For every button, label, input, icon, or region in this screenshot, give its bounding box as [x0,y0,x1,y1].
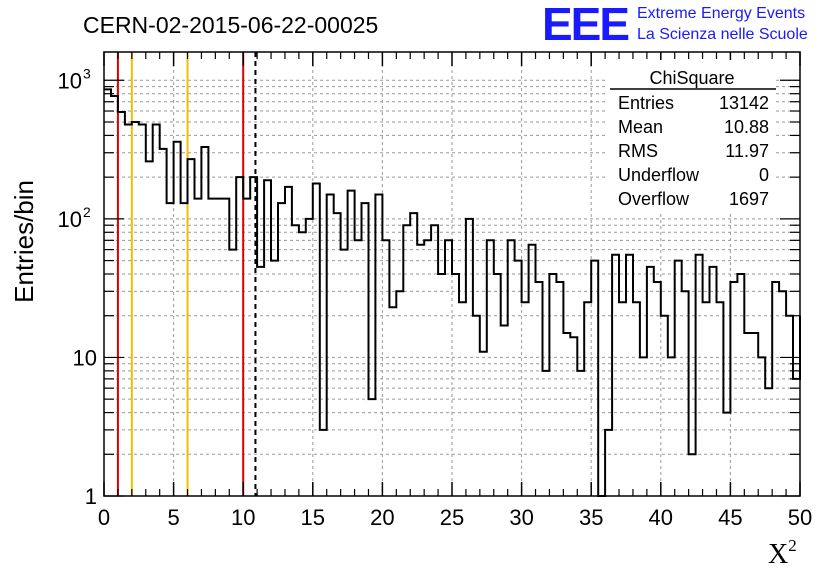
eee-logo: EEE Extreme Energy Events La Scienza nel… [542,0,808,50]
x-axis-title: X2 [768,536,797,570]
stats-value-overflow: 1697 [729,189,769,209]
chart-title: CERN-02-2015-06-22-00025 [83,12,378,38]
x-tick-label: 40 [649,505,673,530]
x-tick-label: 35 [579,505,603,530]
y-tick-exponent: 3 [83,65,91,81]
stats-label-mean: Mean [618,117,663,137]
x-tick-label: 30 [509,505,533,530]
x-tick-label: 15 [301,505,325,530]
x-tick-label: 20 [370,505,394,530]
y-tick-label: 10 [58,207,82,232]
y-tick-label: 1 [85,484,97,509]
x-tick-label: 50 [788,505,812,530]
stats-box: ChiSquare Entries 13142 Mean 10.88 RMS 1… [608,60,776,212]
y-axis-title: Entries/bin [9,180,39,303]
stats-value-rms: 11.97 [725,141,769,161]
x-tick-label: 5 [167,505,179,530]
logo-line-1: Extreme Energy Events [637,5,805,22]
logo-line-2: La Scienza nelle Scuole [637,26,808,43]
marker-lines [116,52,257,496]
y-tick-exponent: 2 [83,204,91,220]
stats-label-underflow: Underflow [618,165,700,185]
y-tick-label: 10 [73,345,97,370]
stats-title: ChiSquare [649,68,734,88]
stats-label-overflow: Overflow [618,189,690,209]
logo-letters: EEE [542,0,628,50]
x-tick-label: 25 [440,505,464,530]
x-tick-label: 0 [98,505,110,530]
stats-label-entries: Entries [618,93,674,113]
axis-ticks [103,52,801,497]
stats-label-rms: RMS [618,141,658,161]
y-tick-label: 10 [58,68,82,93]
stats-value-mean: 10.88 [724,117,769,137]
x-tick-label: 45 [718,505,742,530]
stats-value-underflow: 0 [759,165,769,185]
histogram-outline [104,88,801,497]
stats-value-entries: 13142 [719,93,769,113]
x-tick-label: 10 [231,505,255,530]
